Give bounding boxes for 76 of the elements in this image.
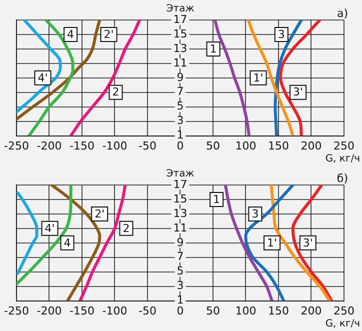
y-tick-label: 17 (173, 178, 188, 191)
line-series (78, 185, 127, 301)
line-series (69, 20, 142, 136)
x-tick-label: -250 (4, 139, 29, 152)
y-tick-label: 3 (176, 114, 184, 128)
series-label: 3' (302, 236, 313, 250)
y-tick-label: 17 (173, 12, 188, 26)
y-tick-label: 5 (176, 100, 184, 113)
x-tick-label: -200 (36, 304, 62, 318)
series-label: 3' (293, 86, 304, 99)
y-tick-label: 3 (176, 279, 184, 292)
line-series (244, 185, 294, 301)
series-label: 4 (64, 236, 71, 250)
x-tick-label: 150 (268, 304, 289, 318)
x-tick-label: -50 (138, 304, 156, 318)
series-label: 1' (253, 71, 264, 84)
line-series (270, 185, 332, 301)
y-tick-label: 15 (173, 27, 188, 40)
line-series (246, 20, 294, 136)
series-label: 4' (44, 222, 55, 235)
line-series (291, 185, 334, 301)
y-axis-title: Этаж (166, 168, 194, 180)
series-label: 3 (252, 207, 259, 220)
y-tick-label: 9 (176, 70, 184, 84)
series-label: 2' (94, 207, 105, 220)
line-series (16, 20, 102, 121)
x-tick-label: -250 (4, 304, 29, 318)
series-label: 1 (213, 192, 220, 206)
y-tick-label: 1 (176, 128, 184, 142)
line-series (274, 20, 303, 136)
x-tick-label: -50 (138, 139, 156, 152)
y-tick-label: 11 (173, 221, 188, 234)
x-tick-label: 50 (206, 139, 220, 152)
series-label: 3 (278, 28, 285, 41)
y-tick-label: 7 (176, 85, 184, 98)
series-label: 1 (210, 42, 217, 56)
line-series (278, 20, 322, 136)
series-label: 1' (267, 236, 278, 250)
y-tick-label: 13 (173, 42, 188, 55)
x-tick-label: -150 (70, 139, 94, 152)
x-tick-label: 0 (176, 139, 184, 152)
y-tick-label: 5 (176, 264, 184, 278)
y-tick-label: 13 (173, 206, 188, 220)
y-tick-label: 11 (173, 56, 188, 70)
y-tick-label: 7 (176, 250, 184, 264)
series-label: 2 (112, 86, 120, 99)
line-series (213, 20, 251, 136)
x-tick-label: -150 (70, 304, 94, 318)
x-tick-label: 0 (176, 304, 184, 318)
chart-title: б) (336, 172, 348, 185)
x-tick-label: 100 (235, 139, 256, 152)
line-series (16, 191, 38, 275)
x-tick-label: 250 (334, 139, 354, 152)
line-series (27, 20, 74, 136)
series-label: 2 (122, 222, 130, 235)
line-series (16, 185, 72, 286)
series-label: 4 (67, 28, 74, 41)
y-tick-label: 9 (176, 236, 184, 249)
y-tick-label: 1 (176, 294, 184, 307)
x-tick-label: 250 (334, 304, 354, 318)
chart-title: а) (336, 6, 348, 20)
series-label: 2' (104, 28, 114, 41)
y-tick-label: 15 (173, 192, 188, 206)
series-label: 4' (38, 71, 48, 84)
x-tick-label: 50 (206, 304, 220, 318)
y-axis-title: Этаж (166, 4, 194, 15)
x-tick-label: 100 (235, 304, 256, 318)
x-axis-title: G, кг/ч (325, 154, 360, 165)
x-tick-label: -200 (36, 139, 62, 152)
line-series (16, 20, 62, 114)
x-tick-label: 200 (300, 139, 322, 152)
x-tick-label: 200 (300, 304, 322, 318)
x-tick-label: -100 (102, 139, 128, 152)
x-tick-label: 150 (268, 139, 289, 152)
x-tick-label: -100 (102, 304, 128, 318)
x-axis-title: G, кг/ч (325, 318, 360, 330)
